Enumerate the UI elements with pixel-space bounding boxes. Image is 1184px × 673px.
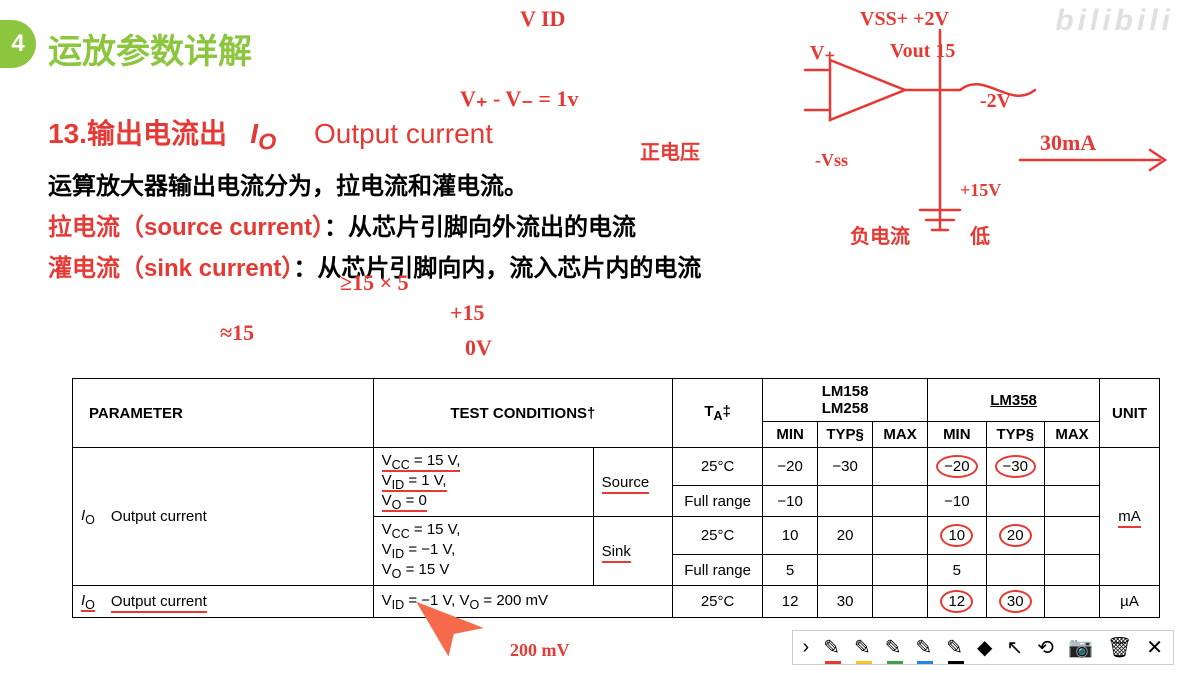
heading-symbol: I	[250, 118, 258, 149]
th-typ2: TYP§	[986, 422, 1044, 448]
heading-en: Output current	[314, 118, 493, 149]
cell-type-sink: Sink	[593, 517, 672, 586]
hand-plus15: +15	[450, 300, 485, 326]
th-lm358: LM358	[928, 379, 1100, 422]
cell: 20	[818, 517, 873, 555]
sink-label: 灌电流（sink current）	[48, 255, 293, 282]
pointer-icon[interactable]: ↖	[1006, 635, 1023, 660]
heading-number: 13.	[48, 118, 87, 149]
th-min1: MIN	[763, 422, 818, 448]
cell-ta: 25°C	[673, 448, 763, 486]
annotation-toolbar[interactable]: › ✎ ✎ ✎ ✎ ✎ ◆ ↖ ⟲ 📷 🗑 ✕	[792, 630, 1174, 665]
cell	[873, 448, 928, 486]
cell-name: Output current	[103, 586, 373, 618]
cell: −20	[763, 448, 818, 486]
pen-yellow-icon[interactable]: ✎	[854, 635, 871, 660]
hand-0v: 0V	[465, 335, 492, 361]
th-max1: MAX	[873, 422, 928, 448]
cell: 5	[928, 555, 986, 586]
source-text: ：从芯片引脚向外流出的电流	[324, 214, 636, 241]
cell: −20	[928, 448, 986, 486]
cell: −10	[763, 486, 818, 517]
hand-vid: V ID	[520, 6, 565, 32]
cell: −30	[986, 448, 1044, 486]
th-parameter: PARAMETER	[73, 379, 374, 448]
pen-blue-icon[interactable]: ✎	[915, 635, 932, 660]
cell: 10	[763, 517, 818, 555]
table-row: IO Output current VID = −1 V, VO = 200 m…	[73, 586, 1160, 618]
pen-red-icon[interactable]: ✎	[823, 635, 840, 660]
watermark-text: bilibili	[1055, 4, 1174, 38]
cell: 12	[928, 586, 986, 618]
cell: −10	[928, 486, 986, 517]
camera-icon[interactable]: 📷	[1068, 635, 1093, 660]
cell: −30	[818, 448, 873, 486]
heading-sub: O	[258, 129, 276, 155]
hand-30ma: 30mA	[1040, 130, 1096, 156]
cell-ta: 25°C	[673, 586, 763, 618]
cell	[1045, 448, 1100, 486]
datasheet-table: PARAMETER TEST CONDITIONS† TA‡ LM158 LM2…	[72, 378, 1160, 618]
section-heading: 13.输出电流出 IO Output current	[48, 112, 1048, 156]
cell-tc2: VCC = 15 V, VID = −1 V, VO = 15 V	[373, 517, 593, 586]
page-title: 运放参数详解	[48, 24, 252, 73]
page-number-badge: 4	[0, 20, 36, 68]
cell-ta: 25°C	[673, 517, 763, 555]
cell: 30	[818, 586, 873, 618]
cell-unit: mA	[1100, 448, 1160, 586]
cell-ta: Full range	[673, 486, 763, 517]
th-ta: TA‡	[673, 379, 763, 448]
source-label: 拉电流（source current）	[48, 214, 324, 241]
table-row: IO Output current VCC = 15 V, VID = 1 V,…	[73, 448, 1160, 486]
hand-200mv: 200 mV	[510, 640, 570, 661]
cursor-icon	[410, 598, 490, 658]
hand-m2v: -2V	[980, 90, 1011, 113]
trash-icon[interactable]: 🗑	[1107, 635, 1132, 660]
close-icon[interactable]: ✕	[1146, 635, 1163, 660]
heading-cn: 输出电流出	[87, 118, 227, 149]
cell-name: Output current	[103, 448, 373, 586]
section-desc: 运算放大器输出电流分为，拉电流和灌电流。	[48, 166, 1048, 201]
cell-sym: IO	[73, 586, 103, 618]
sink-text: ：从芯片引脚向内，流入芯片内的电流	[293, 255, 701, 282]
toolbar-expand-icon[interactable]: ›	[803, 636, 810, 659]
pen-green-icon[interactable]: ✎	[885, 635, 902, 660]
hand-eq: V₊ - V₋ = 1v	[460, 86, 578, 112]
cell-tc1: VCC = 15 V, VID = 1 V, VO = 0	[373, 448, 593, 517]
hand-vss: VSS+ +2V	[860, 8, 949, 31]
th-unit: UNIT	[1100, 379, 1160, 448]
pen-black-icon[interactable]: ✎	[946, 635, 963, 660]
cell: 12	[763, 586, 818, 618]
section-content: 13.输出电流出 IO Output current 运算放大器输出电流分为，拉…	[48, 112, 1048, 283]
cell-ta: Full range	[673, 555, 763, 586]
th-max2: MAX	[1045, 422, 1100, 448]
cell: 30	[986, 586, 1044, 618]
cell-sym: IO	[73, 448, 103, 586]
hand-vout: Vout 15	[890, 40, 955, 63]
hand-approx15: ≈15	[220, 320, 254, 346]
cell-unit: µA	[1100, 586, 1160, 618]
th-lm158: LM158 LM258	[763, 379, 928, 422]
cell: 10	[928, 517, 986, 555]
th-typ1: TYP§	[818, 422, 873, 448]
th-min2: MIN	[928, 422, 986, 448]
th-test-cond: TEST CONDITIONS†	[373, 379, 672, 448]
cell: 20	[986, 517, 1044, 555]
source-current-line: 拉电流（source current）：从芯片引脚向外流出的电流	[48, 207, 1048, 242]
undo-icon[interactable]: ⟲	[1037, 635, 1054, 660]
eraser-icon[interactable]: ◆	[977, 635, 992, 660]
cell-type-source: Source	[593, 448, 672, 517]
sink-current-line: 灌电流（sink current）：从芯片引脚向内，流入芯片内的电流	[48, 248, 1048, 283]
cell: 5	[763, 555, 818, 586]
hand-vplus: V₊	[810, 40, 835, 65]
